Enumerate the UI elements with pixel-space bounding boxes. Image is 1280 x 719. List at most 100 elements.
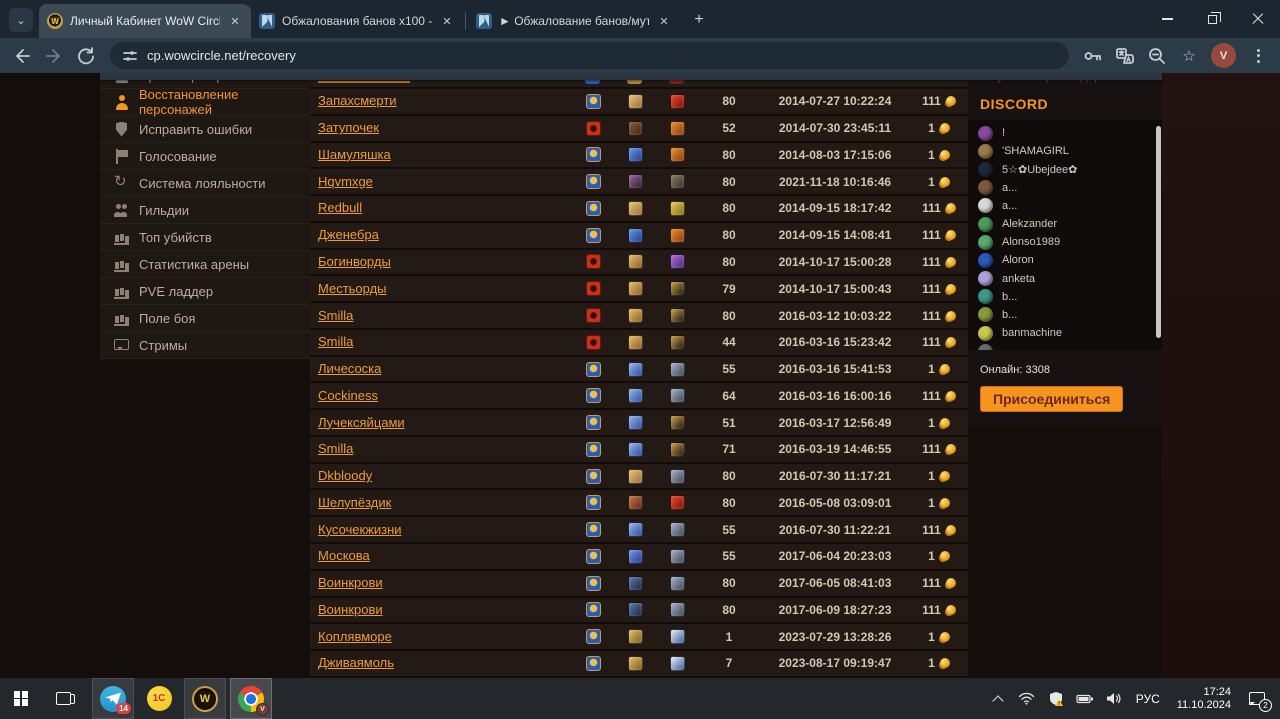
site-settings-icon[interactable] bbox=[122, 48, 138, 64]
clock[interactable]: 17:24 11.10.2024 bbox=[1171, 686, 1237, 712]
character-link[interactable]: Redbull bbox=[318, 200, 363, 216]
menu-kebab-icon[interactable] bbox=[1244, 42, 1272, 70]
notification-center-button[interactable]: 2 bbox=[1244, 684, 1272, 714]
minimize-button[interactable] bbox=[1145, 0, 1190, 38]
discord-member[interactable]: banmachine bbox=[978, 324, 1162, 342]
new-tab-button[interactable]: + bbox=[694, 11, 704, 28]
character-link[interactable]: Коплявморе bbox=[318, 628, 392, 644]
faction-cell bbox=[572, 200, 614, 216]
character-link[interactable]: Запахсмерти bbox=[318, 93, 397, 109]
character-link[interactable]: Кусочекжизни bbox=[318, 521, 402, 537]
gold-coin-icon bbox=[945, 283, 956, 294]
sidebar-item-Стримы[interactable]: Стримы bbox=[100, 332, 310, 359]
tab-ban-appeals-x100[interactable]: Обжалования банов x100 - Co ✕ bbox=[251, 4, 463, 38]
profile-avatar[interactable]: V bbox=[1211, 43, 1236, 68]
chart-icon bbox=[114, 230, 129, 245]
discord-member[interactable]: ! bbox=[978, 124, 1162, 142]
discord-member[interactable]: 'SHAMAGIRL bbox=[978, 142, 1162, 160]
date-cell: 2021-11-18 10:16:46 bbox=[778, 174, 892, 189]
date-cell: 2014-08-03 17:15:06 bbox=[778, 147, 892, 162]
tab-close-icon[interactable]: ✕ bbox=[659, 15, 669, 28]
character-link[interactable]: Воинкрови bbox=[318, 575, 383, 591]
battery-icon[interactable] bbox=[1074, 684, 1096, 714]
restore-button[interactable] bbox=[1190, 0, 1235, 38]
sidebar-item-Голосование[interactable]: Голосование bbox=[100, 143, 310, 170]
discord-member[interactable]: a... bbox=[978, 197, 1162, 215]
back-button[interactable] bbox=[8, 42, 36, 70]
character-link[interactable]: Hqvmxge bbox=[318, 173, 373, 189]
wifi-icon[interactable] bbox=[1016, 684, 1038, 714]
translate-icon[interactable] bbox=[1111, 42, 1139, 70]
discord-member[interactable]: b... bbox=[978, 306, 1162, 324]
sidebar-item-Статистика арены[interactable]: Статистика арены bbox=[100, 251, 310, 278]
start-button[interactable] bbox=[0, 678, 42, 719]
sidebar-item-Исправить ошибки[interactable]: Исправить ошибки bbox=[100, 116, 310, 143]
tab-wowcircle-cabinet[interactable]: W Личный Кабинет WoW Circle ✕ bbox=[39, 4, 251, 38]
character-link[interactable]: Личесоска bbox=[318, 361, 382, 377]
sidebar-item-Топ убийств[interactable]: Топ убийств bbox=[100, 224, 310, 251]
character-link[interactable]: Cockiness bbox=[318, 387, 378, 403]
character-link[interactable]: Dkbloody bbox=[318, 468, 373, 484]
url-text[interactable]: cp.wowcircle.net/recovery bbox=[147, 48, 296, 63]
language-indicator[interactable]: РУС bbox=[1135, 691, 1160, 706]
character-link[interactable]: Дживаямоль bbox=[318, 655, 395, 671]
discord-member[interactable]: a... bbox=[978, 179, 1162, 197]
character-link[interactable]: Воинкрови bbox=[318, 601, 383, 617]
character-link[interactable]: Богинворды bbox=[318, 253, 391, 269]
discord-member[interactable]: Alonso1989 bbox=[978, 233, 1162, 251]
discord-title: DISCORD bbox=[980, 96, 1049, 112]
discord-member[interactable]: b... bbox=[978, 288, 1162, 306]
horde-faction-icon bbox=[585, 334, 601, 350]
character-link[interactable]: Шелупёздик bbox=[318, 494, 392, 510]
tab-ban-appeal[interactable]: ► Обжалование банов/мутов ✕ bbox=[468, 4, 680, 38]
taskbar-chrome[interactable]: V bbox=[230, 678, 272, 719]
member-name: banmachine bbox=[1002, 327, 1062, 340]
taskbar-wow[interactable]: W bbox=[184, 678, 226, 719]
race-cell bbox=[614, 441, 656, 457]
character-link[interactable]: Местьорды bbox=[318, 280, 387, 296]
sidebar-item-Восстановление персонажей[interactable]: Восстановление персонажей bbox=[100, 87, 310, 117]
sidebar-item-Система лояльности[interactable]: Система лояльности bbox=[100, 170, 310, 197]
race-cell bbox=[614, 602, 656, 618]
tab-search-button[interactable]: ⌄ bbox=[9, 8, 33, 32]
character-link[interactable]: Лучексяйцами bbox=[318, 414, 405, 430]
character-link[interactable]: Smilla bbox=[318, 334, 354, 350]
taskbar-telegram[interactable]: 14 bbox=[92, 678, 134, 719]
faction-cell bbox=[572, 495, 614, 511]
security-shield-icon[interactable] bbox=[1045, 684, 1067, 714]
character-link[interactable]: Smilla bbox=[318, 441, 354, 457]
bookmark-star-icon[interactable]: ☆ bbox=[1182, 47, 1196, 65]
zoom-out-icon[interactable] bbox=[1143, 42, 1171, 70]
discord-member[interactable]: Aloron bbox=[978, 251, 1162, 269]
character-link[interactable]: Smilla bbox=[318, 307, 354, 323]
url-bar[interactable]: cp.wowcircle.net/recovery bbox=[110, 42, 1069, 69]
tray-expand-chevron[interactable] bbox=[987, 684, 1009, 714]
tab-close-icon[interactable]: ✕ bbox=[230, 15, 240, 28]
sidebar-item-Поле боя[interactable]: Поле боя bbox=[100, 305, 310, 332]
sidebar-item-Гильдии[interactable]: Гильдии bbox=[100, 197, 310, 224]
discord-member[interactable]: Alekzander bbox=[978, 215, 1162, 233]
character-link[interactable]: Затупочек bbox=[318, 120, 380, 136]
discord-join-button[interactable]: Присоединиться bbox=[980, 386, 1124, 412]
character-link[interactable]: Шамуляшка bbox=[318, 146, 391, 162]
close-button[interactable] bbox=[1235, 0, 1280, 38]
discord-scrollbar[interactable] bbox=[1156, 126, 1161, 338]
speaker-icon[interactable] bbox=[1103, 684, 1125, 714]
level-cell: 7 bbox=[725, 656, 733, 671]
passwords-key-icon[interactable] bbox=[1079, 42, 1107, 70]
character-link[interactable]: Дженебра bbox=[318, 227, 379, 243]
class-cell bbox=[656, 93, 698, 109]
date-cell: 2016-03-16 15:23:42 bbox=[778, 335, 892, 350]
price-cell: 111 bbox=[910, 442, 968, 456]
discord-member[interactable]: 5☆✿Ubejdee✿ bbox=[978, 160, 1162, 178]
race-icon bbox=[627, 415, 643, 431]
tab-close-icon[interactable]: ✕ bbox=[442, 15, 452, 28]
taskbar-1c[interactable]: 1С bbox=[138, 678, 180, 719]
task-view-button[interactable] bbox=[42, 678, 84, 719]
race-icon bbox=[627, 281, 643, 297]
sidebar-item-PVE ладдер[interactable]: PVE ладдер bbox=[100, 278, 310, 305]
forward-button[interactable] bbox=[40, 42, 68, 70]
character-link[interactable]: Москова bbox=[318, 548, 370, 564]
discord-member[interactable]: anketa bbox=[978, 270, 1162, 288]
reload-button[interactable] bbox=[72, 42, 100, 70]
